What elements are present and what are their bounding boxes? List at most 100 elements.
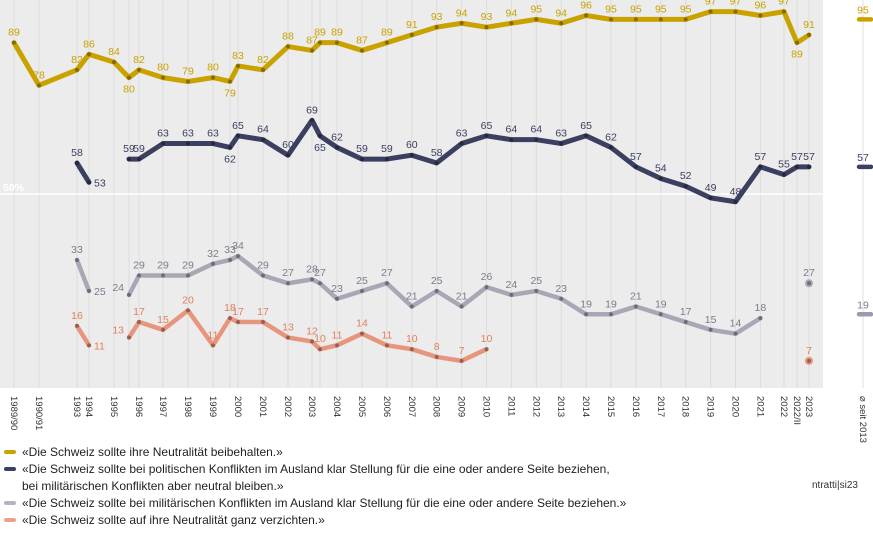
data-label: 87 [356,34,368,46]
x-tick-label: 2014 [580,396,591,417]
data-point [236,133,240,138]
data-label: 63 [207,128,219,140]
data-label: 57 [803,151,815,163]
data-label: 65 [314,142,326,154]
data-point [559,21,564,26]
x-tick-label: 1989/90 [8,396,19,430]
data-label: 80 [207,62,219,74]
series-line-1 [126,117,812,205]
legend-item-politisch: «Die Schweiz sollte bei politischen Konf… [4,461,626,495]
series-line-0 [11,9,812,88]
data-label: 15 [157,314,169,326]
legend-item-verzichten: «Die Schweiz sollte auf ihre Neutralität… [4,512,626,529]
x-tick-label: 2008 [431,396,442,417]
summary-label: 57 [857,152,869,164]
x-tick-label: 2003 [306,396,317,417]
data-point [228,79,232,84]
data-label: 23 [331,283,343,295]
x-tick-label: 1996 [133,396,144,417]
data-label: 18 [755,302,767,314]
data-label: 28 [306,263,318,275]
data-point [758,316,763,321]
data-point [795,164,799,169]
data-point [509,137,514,142]
data-label: 7 [806,345,812,357]
data-label: 17 [257,306,269,318]
data-point [261,273,265,278]
data-label: 19 [655,298,667,310]
data-point [484,133,489,138]
data-label: 24 [112,282,124,294]
data-point [434,160,439,165]
data-point [384,40,389,45]
data-point [335,40,339,45]
data-point [708,327,713,332]
data-point [236,320,240,325]
data-point [534,17,539,22]
data-point [434,25,439,30]
data-label: 80 [123,84,135,96]
data-label: 7 [459,345,465,357]
data-label: 59 [356,143,368,155]
x-tick-label: 2010 [481,396,492,417]
data-point [87,343,91,348]
data-label: 14 [730,318,742,330]
series-line-3 [74,323,92,348]
data-point [459,358,464,363]
data-point [261,67,265,72]
data-point [384,343,389,348]
data-label: 82 [257,54,269,66]
data-point [228,316,232,321]
data-label: 95 [605,3,617,15]
data-label: 10 [406,333,418,345]
data-point [409,304,414,309]
data-point [534,289,539,293]
data-point [807,281,811,286]
x-tick-label: 1997 [157,396,168,417]
data-point [484,347,489,352]
data-point [137,157,141,162]
x-tick-label: 2001 [257,396,268,417]
data-label: 29 [133,259,145,271]
data-label: 53 [94,177,106,189]
data-label: 18 [224,302,236,314]
series-line-1 [74,160,92,185]
data-point [318,40,322,45]
data-label: 89 [791,49,803,61]
data-point [261,320,265,325]
data-point [360,157,364,162]
x-tick-label: 2021 [754,396,765,417]
data-point [658,17,663,22]
data-point [360,48,364,53]
data-point [609,145,613,150]
data-point [683,184,688,189]
data-point [708,195,713,200]
data-label: 93 [431,11,443,23]
data-label: 82 [133,54,145,66]
data-label: 11 [332,329,343,341]
data-point [286,44,290,49]
data-point [236,254,240,259]
data-point [318,133,322,138]
data-point [584,133,589,138]
data-point [310,48,314,53]
data-label: 29 [157,259,169,271]
data-label: 97 [730,0,742,8]
summary-label: 95 [857,4,869,16]
data-point [87,52,91,57]
data-point [228,145,232,150]
x-tick-label: 2009 [456,396,467,417]
data-label: 87 [306,34,318,46]
series-line-2 [126,253,763,336]
chart: 50%1989/90 1990/91 1993 1994 1995 1996 1997 199… [0,0,873,443]
data-point-isolated [805,356,813,365]
data-point [75,67,79,72]
data-label: 80 [157,62,169,74]
data-point [127,75,131,80]
data-label: 57 [755,151,767,163]
data-point [335,343,339,348]
data-point [733,331,738,336]
data-label: 29 [182,259,194,271]
x-tick-label: 1993 [71,396,82,417]
data-point [310,118,314,123]
